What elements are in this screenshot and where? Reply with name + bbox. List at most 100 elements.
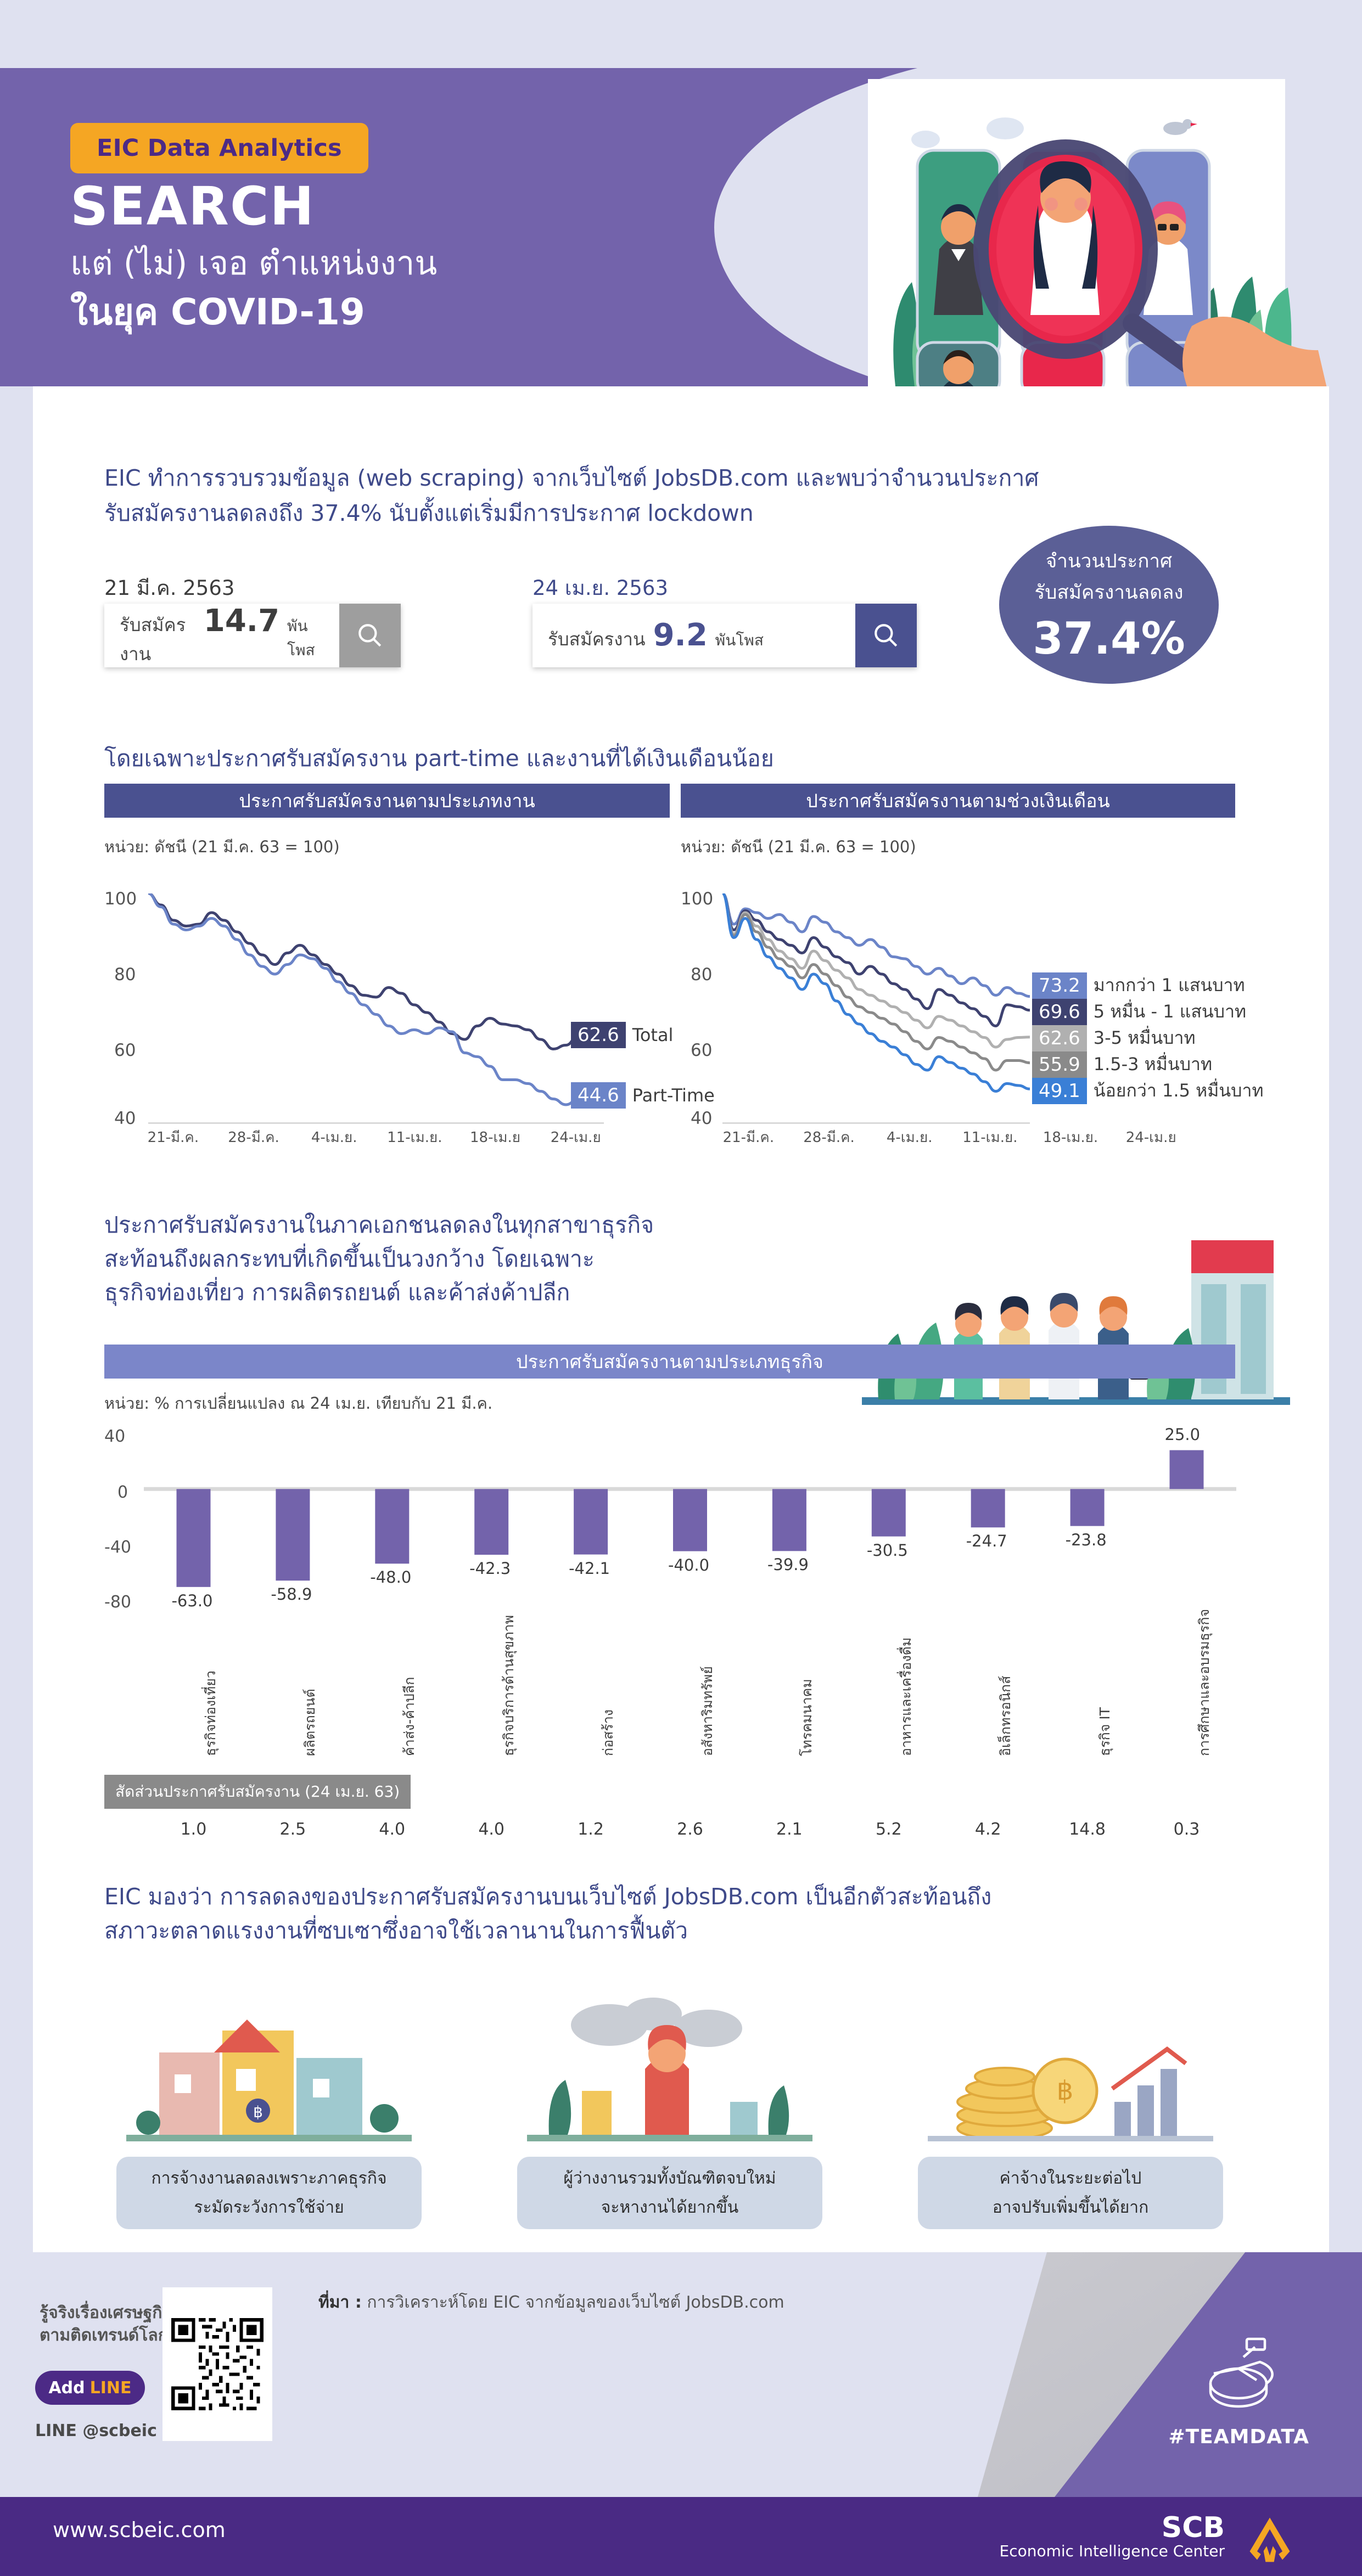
- card2-line1: ผู้ว่างงานรวมทั้งบัณฑิตจบใหม่: [563, 2169, 776, 2188]
- add-label: Add: [48, 2378, 85, 2398]
- chart3-ytick-0: 0: [117, 1483, 128, 1502]
- source-prefix: ที่มา :: [318, 2293, 362, 2312]
- xtick-1: 28-มี.ค.: [803, 1129, 855, 1146]
- card3-line1: ค่าจ้างในระยะต่อไป: [999, 2169, 1142, 2188]
- search-icon: [358, 624, 382, 647]
- chart2-xaxis-labels: 21-มี.ค. 28-มี.ค. 4-เม.ย. 11-เม.ย. 18-เม.ย. 2…: [708, 1126, 1191, 1149]
- series-line-4: [722, 893, 1030, 1092]
- chart2-value-4: 49.1: [1032, 1077, 1087, 1104]
- proportion-tag: สัดส่วนประกาศรับสมัครงาน (24 เม.ย. 63): [104, 1775, 411, 1809]
- kpi-left-searchbox[interactable]: รับสมัครงาน 14.7 พันโพส: [104, 603, 401, 668]
- eic-full-name: Economic Intelligence Center: [999, 2542, 1225, 2560]
- bar-7: [871, 1489, 906, 1537]
- teamdata-label: #TEAMDATA: [1168, 2426, 1309, 2448]
- chart2-value-2: 62.6: [1032, 1025, 1087, 1051]
- svg-text:฿: ฿: [1057, 2076, 1074, 2106]
- bar-value-9: -23.8: [1065, 1530, 1107, 1549]
- bubble-line-1: จำนวนประกาศ: [1045, 550, 1173, 572]
- website-link[interactable]: www.scbeic.com: [53, 2518, 226, 2542]
- series-line-2: [722, 893, 1030, 1047]
- kpi-left-text: รับสมัครงาน 14.7 พันโพส: [104, 603, 339, 668]
- proportion-5: 2.6: [677, 1820, 703, 1839]
- proportion-6: 2.1: [776, 1820, 803, 1839]
- chart3-ytick-minus80: -80: [104, 1593, 131, 1612]
- proportion-1: 2.5: [279, 1820, 306, 1839]
- bar-category-5: อสังหาริมทรัพย์: [699, 1666, 715, 1756]
- xtick-1: 28-มี.ค.: [228, 1129, 279, 1146]
- eic-data-analytics-badge: EIC Data Analytics: [70, 123, 368, 173]
- proportion-9: 14.8: [1069, 1820, 1106, 1839]
- intro-line-2: รับสมัครงานลดลงถึง 37.4% นับตั้งแต่เริ่ม…: [104, 499, 754, 526]
- series-line-0: [148, 893, 604, 1049]
- bubble-percent: 37.4%: [1033, 612, 1185, 664]
- proportion-8: 4.2: [974, 1820, 1001, 1839]
- chart2-legend-3: 55.9 1.5-3 หมื่นบาท: [1032, 1050, 1212, 1078]
- chart2-legend-0: 73.2 มากกว่า 1 แสนบาท: [1032, 971, 1245, 999]
- decline-bubble: จำนวนประกาศ รับสมัครงานลดลง 37.4%: [999, 526, 1219, 684]
- bar-value-0: -63.0: [171, 1591, 213, 1610]
- kpi-right-prefix: รับสมัครงาน: [548, 628, 646, 650]
- business-illustration: [862, 1240, 1290, 1405]
- bar-value-6: -39.9: [767, 1555, 809, 1574]
- illustration-card-3: ฿: [928, 2046, 1213, 2141]
- chart3-plot: [144, 1450, 1236, 1587]
- chart1-xaxis-labels: 21-มี.ค. 28-มี.ค. 4-เม.ย. 11-เม.ย. 18-เม.ย 24…: [133, 1126, 616, 1149]
- kpi-left-value: 14.7: [203, 603, 280, 639]
- chart2-legend-2: 62.6 3-5 หมื่นบาท: [1032, 1024, 1196, 1052]
- kpi-left-date: 21 มี.ค. 2563: [104, 576, 235, 600]
- summary-card-2: ผู้ว่างงานรวมทั้งบัณฑิตจบใหม่ จะหางานได้…: [517, 2157, 822, 2229]
- chart3-unit-note: หน่วย: % การเปลี่ยนแปลง ณ 24 เม.ย. เทียบ…: [104, 1394, 493, 1413]
- chart1-ytick-40: 40: [114, 1109, 136, 1128]
- bar-0: [176, 1489, 211, 1587]
- chart2-ytick-80: 80: [691, 965, 713, 985]
- intro-line-1: EIC ทำการรวบรวมข้อมูล (web scraping) จาก…: [104, 465, 1039, 491]
- add-line-button[interactable]: Add LINE: [35, 2371, 145, 2405]
- chart1-ytick-100: 100: [104, 889, 137, 909]
- bar-3: [474, 1489, 509, 1555]
- page-subtitle: แต่ (ไม่) เจอ ตำแหน่งงาน: [70, 244, 438, 283]
- conclusion-text: EIC มองว่า การลดลงของประกาศรับสมัครงานบน…: [104, 1880, 1241, 1948]
- kpi-right-text: รับสมัครงาน 9.2 พันโพส: [533, 617, 855, 654]
- bar-category-1: ผลิตรถยนต์: [302, 1689, 318, 1756]
- illustration-card-1: ฿: [126, 2020, 412, 2141]
- bar-category-3: ธุรกิจบริการด้านสุขภาพ: [501, 1615, 517, 1756]
- chart2-value-0: 73.2: [1032, 972, 1087, 999]
- bar-category-6: โทรคมนาคม: [798, 1679, 815, 1756]
- bar-6: [772, 1489, 806, 1551]
- header-illustration: [868, 79, 1327, 386]
- xtick-3: 11-เม.ย.: [387, 1129, 442, 1146]
- xtick-4: 18-เม.ย: [470, 1129, 521, 1146]
- kpi-left-prefix: รับสมัครงาน: [120, 614, 186, 665]
- series-line-1: [722, 893, 1030, 1026]
- search-button-right[interactable]: [855, 604, 917, 667]
- chart1-total-value: 62.6: [571, 1022, 626, 1048]
- chart2-title: ประกาศรับสมัครงานตามช่วงเงินเดือน: [681, 784, 1235, 818]
- chart1-title: ประกาศรับสมัครงานตามประเภทงาน: [104, 784, 670, 818]
- xtick-5: 24-เม.ย: [1125, 1129, 1176, 1146]
- kpi-right-unit: พันโพส: [715, 631, 764, 649]
- summary-card-1: การจ้างงานลดลงเพราะภาคธุรกิจ ระมัดระวังก…: [116, 2157, 422, 2229]
- page-subtitle-2: ในยุค COVID-19: [70, 291, 365, 333]
- scb-logo-text: SCB: [1161, 2511, 1225, 2544]
- chart1-ytick-60: 60: [114, 1040, 136, 1060]
- chart2-ytick-40: 40: [691, 1109, 713, 1128]
- qr-code[interactable]: [162, 2287, 272, 2441]
- intro-paragraph: EIC ทำการรวบรวมข้อมูล (web scraping) จาก…: [104, 461, 1235, 531]
- chart1-unit-note: หน่วย: ดัชนี (21 มี.ค. 63 = 100): [104, 837, 340, 856]
- bar-value-1: -58.9: [271, 1585, 312, 1604]
- chart2-legend-4: 49.1 น้อยกว่า 1.5 หมื่นบาท: [1032, 1077, 1264, 1105]
- chart2-unit-note: หน่วย: ดัชนี (21 มี.ค. 63 = 100): [681, 837, 916, 856]
- kpi-left-unit: พันโพส: [287, 616, 315, 659]
- chart2-value-3: 55.9: [1032, 1051, 1087, 1078]
- search-button-left[interactable]: [339, 604, 401, 667]
- bar-category-9: ธุรกิจ IT: [1096, 1707, 1113, 1756]
- xtick-3: 11-เม.ย.: [962, 1129, 1018, 1146]
- bar-value-2: -48.0: [370, 1568, 412, 1587]
- bubble-line-2: รับสมัครงานลดลง: [1034, 581, 1184, 604]
- kpi-right-searchbox[interactable]: รับสมัครงาน 9.2 พันโพส: [533, 604, 917, 667]
- line-tagline: รู้จริงเรื่องเศรษฐกิจ ตามติดเทรนด์โลก: [40, 2302, 172, 2347]
- bottom-bar: [0, 2497, 1362, 2576]
- line-id-text: LINE @scbeic |: [35, 2421, 169, 2440]
- chart3-ytick-40: 40: [104, 1427, 126, 1446]
